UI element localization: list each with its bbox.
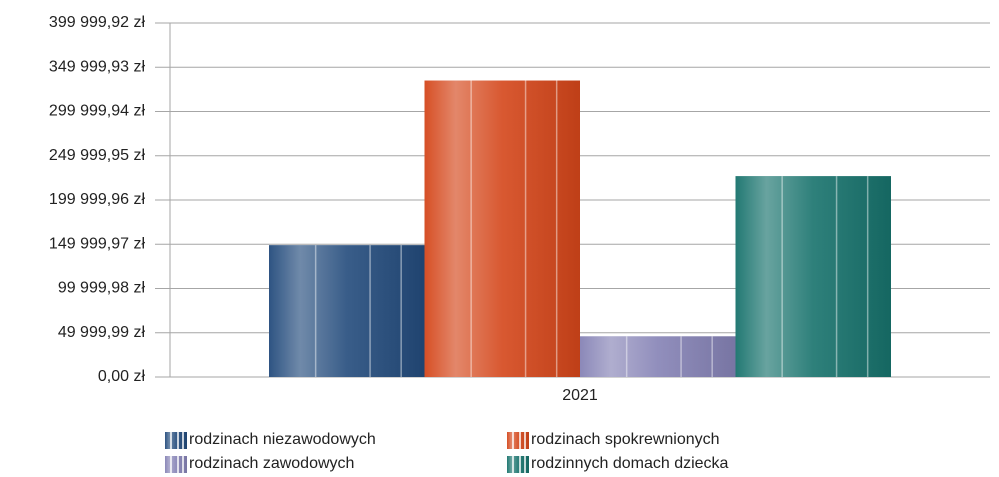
y-tick-label: 99 999,98 zł <box>58 280 146 297</box>
y-tick-label: 349 999,93 zł <box>49 58 146 75</box>
bar-sheen <box>424 80 580 378</box>
legend-label: rodzinach niezawodowych <box>189 431 376 448</box>
y-tick-label: 399 999,92 zł <box>49 14 146 31</box>
x-tick-label: 2021 <box>562 387 598 404</box>
y-tick-label: 199 999,96 zł <box>49 191 146 208</box>
legend-label: rodzinach spokrewnionych <box>531 431 720 448</box>
legend-label: rodzinnych domach dziecka <box>531 455 729 472</box>
bar-sheen <box>269 245 425 377</box>
y-tick-label: 149 999,97 zł <box>49 235 146 252</box>
bar-sheen <box>580 336 736 377</box>
y-tick-label: 0,00 zł <box>98 368 146 385</box>
legend-label: rodzinach zawodowych <box>189 455 354 472</box>
bar-sheen <box>735 176 891 377</box>
y-tick-label: 49 999,99 zł <box>58 324 146 341</box>
y-tick-label: 249 999,95 zł <box>49 147 146 164</box>
y-tick-label: 299 999,94 zł <box>49 103 146 120</box>
